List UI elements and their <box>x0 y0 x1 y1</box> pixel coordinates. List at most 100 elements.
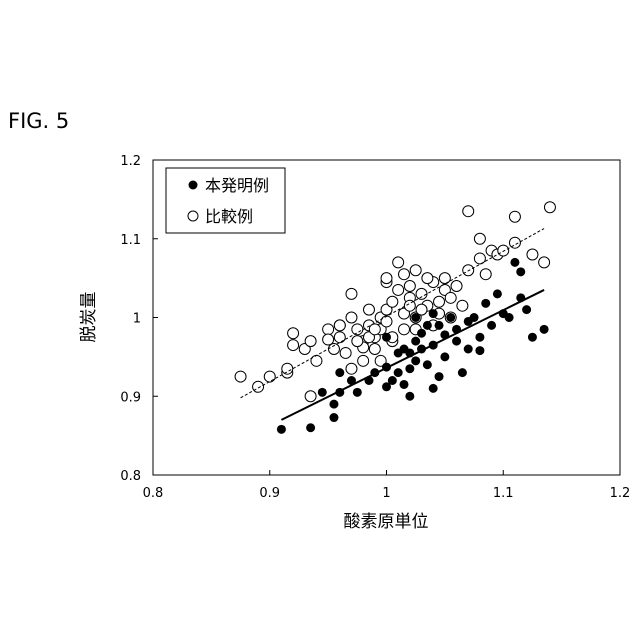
comparative-point <box>334 332 345 343</box>
comparative-point <box>480 269 491 280</box>
legend: 本発明例 比較例 <box>166 168 285 233</box>
x-tick-label: 0.8 <box>143 486 164 501</box>
comparative-point <box>346 288 357 299</box>
comparative-point <box>369 344 380 355</box>
comparative-point <box>393 284 404 295</box>
comparative-point <box>363 304 374 315</box>
comparative-point <box>539 257 550 268</box>
invention-point <box>405 364 414 373</box>
comparative-point <box>282 363 293 374</box>
invention-point <box>475 346 484 355</box>
invention-point <box>411 356 420 365</box>
invention-point <box>405 392 414 401</box>
comparative-point <box>235 371 246 382</box>
comparative-point <box>474 253 485 264</box>
x-axis-label: 酸素原単位 <box>344 512 429 532</box>
comparative-point <box>305 336 316 347</box>
comparative-point <box>498 245 509 256</box>
comparative-point <box>457 300 468 311</box>
invention-point <box>440 352 449 361</box>
comparative-point <box>434 296 445 307</box>
comparative-point <box>399 269 410 280</box>
comparative-point <box>416 288 427 299</box>
y-tick-label: 1.1 <box>120 233 141 248</box>
invention-point <box>318 388 327 397</box>
y-axis-ticks: 0.80.911.11.2 <box>120 154 158 484</box>
comparative-point <box>474 233 485 244</box>
invention-point <box>353 388 362 397</box>
comparative-point <box>264 371 275 382</box>
y-tick-label: 1 <box>133 312 141 327</box>
invention-point <box>335 368 344 377</box>
legend-label-comparative: 比較例 <box>205 207 253 226</box>
comparative-point <box>381 273 392 284</box>
invention-point <box>475 333 484 342</box>
x-tick-label: 0.9 <box>259 486 280 501</box>
legend-marker-hollow <box>188 211 198 221</box>
invention-point <box>417 329 426 338</box>
comparative-point <box>323 324 334 335</box>
invention-point <box>435 321 444 330</box>
comparative-point <box>305 391 316 402</box>
y-tick-label: 1.2 <box>120 154 141 169</box>
comparative-point <box>463 265 474 276</box>
invention-point <box>510 258 519 267</box>
invention-point <box>423 360 432 369</box>
invention-point <box>435 372 444 381</box>
invention-point <box>277 425 286 434</box>
comparative-point <box>387 296 398 307</box>
x-tick-label: 1 <box>382 486 390 501</box>
invention-point <box>329 413 338 422</box>
comparative-point <box>340 347 351 358</box>
comparative-point <box>346 312 357 323</box>
invention-point <box>429 384 438 393</box>
invention-point <box>481 299 490 308</box>
comparative-point <box>404 300 415 311</box>
comparative-point <box>509 211 520 222</box>
invention-point <box>446 313 455 322</box>
invention-point <box>522 305 531 314</box>
comparative-point <box>288 328 299 339</box>
invention-point <box>458 368 467 377</box>
invention-point <box>329 400 338 409</box>
invention-point <box>464 345 473 354</box>
comparative-point <box>439 273 450 284</box>
comparative-point <box>369 324 380 335</box>
comparative-point <box>311 355 322 366</box>
comparative-point <box>463 206 474 217</box>
invention-point <box>487 321 496 330</box>
y-axis-label: 脱炭量 <box>79 292 99 343</box>
invention-point <box>388 376 397 385</box>
invention-point <box>382 333 391 342</box>
comparative-point <box>527 249 538 260</box>
legend-marker-filled <box>189 181 198 190</box>
invention-point <box>540 325 549 334</box>
invention-point <box>306 423 315 432</box>
x-tick-label: 1.1 <box>493 486 514 501</box>
comparative-point <box>393 257 404 268</box>
invention-point <box>516 267 525 276</box>
invention-point <box>452 337 461 346</box>
invention-point <box>505 313 514 322</box>
y-tick-label: 0.9 <box>120 390 141 405</box>
comparative-point <box>404 281 415 292</box>
comparative-point <box>399 324 410 335</box>
comparative-point <box>544 202 555 213</box>
comparative-point <box>352 336 363 347</box>
comparative-point <box>328 344 339 355</box>
invention-point <box>423 321 432 330</box>
comparative-point <box>352 324 363 335</box>
comparative-point <box>334 320 345 331</box>
comparative-point <box>422 273 433 284</box>
comparative-point <box>451 281 462 292</box>
legend-label-invention: 本発明例 <box>205 176 269 195</box>
invention-point <box>528 333 537 342</box>
comparative-point <box>346 363 357 374</box>
comparative-point <box>358 355 369 366</box>
invention-point <box>394 368 403 377</box>
invention-point <box>411 313 420 322</box>
invention-point <box>400 380 409 389</box>
figure-label: FIG. 5 <box>8 109 69 133</box>
invention-point <box>493 289 502 298</box>
